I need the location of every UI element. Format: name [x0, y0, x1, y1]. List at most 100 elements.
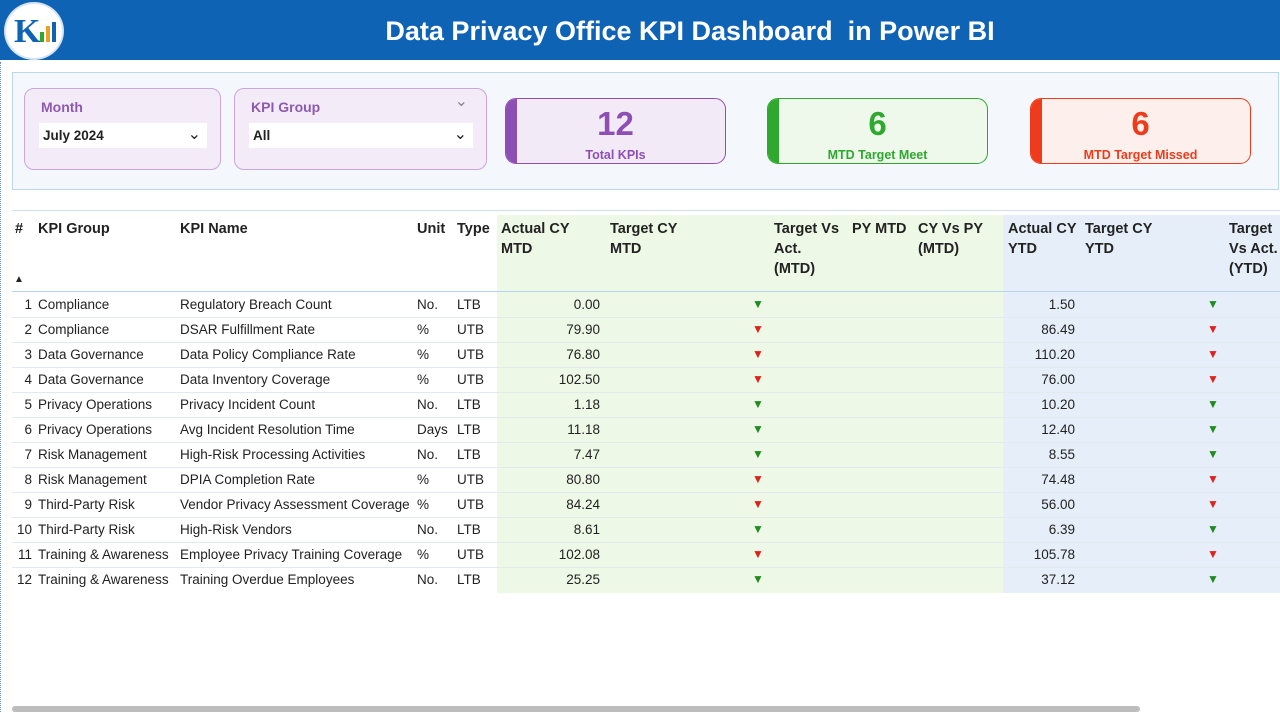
table-cell: ▼: [752, 297, 764, 311]
table-cell: Training Overdue Employees: [180, 572, 355, 587]
table-cell: Third-Party Risk: [38, 497, 135, 512]
table-cell: High-Risk Vendors: [180, 522, 292, 537]
table-cell: 80.80: [566, 472, 600, 487]
table-cell: UTB: [457, 497, 484, 512]
column-header: Target CY MTD: [610, 221, 678, 257]
header-bar: [0, 0, 1280, 60]
logo: K: [4, 2, 64, 60]
table-cell: UTB: [457, 472, 484, 487]
card-value: 12: [597, 105, 634, 142]
slicer-value: July 2024: [43, 128, 104, 143]
table-cell: 5: [24, 397, 32, 412]
table-cell: ▼: [1207, 397, 1219, 411]
table-cell: Compliance: [38, 322, 110, 337]
row-separator: [12, 367, 1280, 368]
table-cell: Data Policy Compliance Rate: [180, 347, 356, 362]
table-cell: Avg Incident Resolution Time: [180, 422, 355, 437]
table-cell: DPIA Completion Rate: [180, 472, 316, 487]
table-cell: 7.47: [573, 447, 600, 462]
table-cell: ▼: [752, 422, 764, 436]
table-cell: ▼: [1207, 347, 1219, 361]
table-cell: Risk Management: [38, 447, 147, 462]
table-cell: Privacy Incident Count: [180, 397, 316, 412]
table-cell: 8: [24, 472, 32, 487]
table-cell: 7: [24, 447, 32, 462]
table-cell: 0.00: [573, 297, 600, 312]
table-cell: %: [417, 472, 430, 487]
table-top-border: [12, 210, 1280, 211]
month-slicer[interactable]: Month July 2024 ⌄: [24, 88, 221, 170]
column-header: Type: [457, 221, 490, 237]
kpi-group-slicer[interactable]: KPI Group ⌄ All ⌄: [234, 88, 487, 170]
card-label: MTD Target Meet: [827, 148, 928, 162]
table-cell: 8.61: [573, 522, 600, 537]
table-cell: ▼: [1207, 422, 1219, 436]
column-header: Actual CY MTD: [501, 221, 570, 257]
table-cell: 84.24: [566, 497, 600, 512]
slicer-label: Month: [41, 99, 83, 115]
table-cell: ▼: [752, 397, 764, 411]
row-separator: [12, 317, 1280, 318]
table-cell: 10.20: [1041, 397, 1075, 412]
table-cell: 105.78: [1033, 547, 1075, 562]
kpi-card: 6 MTD Target Meet: [767, 98, 988, 164]
row-separator: [12, 567, 1280, 568]
table-cell: LTB: [457, 447, 481, 462]
scrollbar[interactable]: [12, 706, 1140, 712]
table-cell: 37.12: [1041, 572, 1075, 587]
table-cell: Compliance: [38, 297, 110, 312]
table-cell: ▼: [1207, 322, 1219, 336]
table-cell: Third-Party Risk: [38, 522, 135, 537]
card-value: 6: [1131, 105, 1150, 142]
column-header: CY Vs PY (MTD): [918, 221, 983, 257]
table-cell: UTB: [457, 547, 484, 562]
svg-text:K: K: [14, 13, 41, 50]
column-header: KPI Name: [180, 221, 248, 237]
card-accent: [1031, 99, 1042, 163]
table-cell: 3: [24, 347, 32, 362]
table-cell: Data Governance: [38, 347, 144, 362]
table-cell: LTB: [457, 397, 481, 412]
table-cell: 86.49: [1041, 322, 1075, 337]
table-cell: 56.00: [1041, 497, 1075, 512]
table-cell: %: [417, 372, 430, 387]
table-cell: 6: [24, 422, 32, 437]
table-cell: 12.40: [1041, 422, 1075, 437]
kpi-card: 6 MTD Target Missed: [1030, 98, 1251, 164]
table-cell: 6.39: [1048, 522, 1075, 537]
table-cell: ▼: [1207, 547, 1219, 561]
table-cell: Privacy Operations: [38, 422, 153, 437]
table-cell: %: [417, 347, 430, 362]
column-header: Unit: [417, 221, 446, 237]
row-separator: [12, 542, 1280, 543]
table-cell: Privacy Operations: [38, 397, 153, 412]
frame-edge: [0, 62, 2, 712]
table-cell: No.: [417, 572, 439, 587]
table-cell: ▼: [752, 522, 764, 536]
slicer-dropdown[interactable]: All ⌄: [249, 123, 473, 148]
column-header: Actual CY YTD: [1008, 221, 1077, 257]
table-cell: 79.90: [566, 322, 600, 337]
table-cell: 25.25: [566, 572, 600, 587]
table-cell: 110.20: [1034, 347, 1075, 362]
card-value: 6: [868, 105, 887, 142]
column-header: PY MTD: [852, 221, 907, 237]
column-header: Target CY YTD: [1085, 221, 1153, 257]
table-cell: No.: [417, 447, 439, 462]
table-cell: No.: [417, 397, 439, 412]
table-cell: No.: [417, 522, 439, 537]
row-separator: [12, 492, 1280, 493]
slicer-dropdown[interactable]: July 2024 ⌄: [39, 123, 207, 148]
card-accent: [768, 99, 779, 163]
table-cell: ▼: [1207, 297, 1219, 311]
table-cell: 9: [24, 497, 32, 512]
slicer-value: All: [253, 128, 271, 143]
table-cell: %: [417, 322, 430, 337]
column-header: Target Vs Act. (MTD): [774, 221, 840, 277]
table-cell: 102.50: [558, 372, 600, 387]
table-cell: 1.50: [1048, 297, 1075, 312]
table-cell: UTB: [457, 372, 484, 387]
table-cell: ▼: [1207, 372, 1219, 386]
table-cell: ▼: [1207, 522, 1219, 536]
